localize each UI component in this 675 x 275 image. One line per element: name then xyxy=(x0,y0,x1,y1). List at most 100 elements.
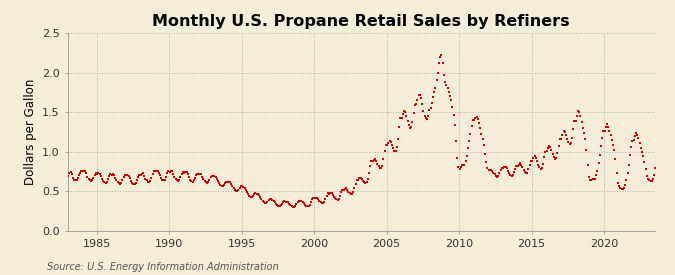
Point xyxy=(435,55,446,59)
Point xyxy=(226,182,237,186)
Point xyxy=(335,190,346,194)
Point xyxy=(135,172,146,177)
Point xyxy=(618,187,628,191)
Point xyxy=(291,202,302,207)
Point xyxy=(560,130,570,134)
Point xyxy=(290,204,300,208)
Point xyxy=(537,166,547,170)
Point xyxy=(248,194,259,198)
Point xyxy=(655,124,666,128)
Point xyxy=(419,113,430,118)
Point xyxy=(431,78,442,82)
Point xyxy=(288,205,298,209)
Point xyxy=(294,199,304,203)
Point xyxy=(649,172,659,177)
Point xyxy=(88,175,99,180)
Point xyxy=(167,169,178,174)
Point xyxy=(479,151,490,156)
Point xyxy=(213,179,223,183)
Point xyxy=(281,200,292,204)
Point xyxy=(577,125,588,130)
Point xyxy=(537,162,548,166)
Point xyxy=(93,171,104,175)
Point xyxy=(220,181,231,185)
Point xyxy=(211,176,222,181)
Point xyxy=(400,110,410,115)
Point xyxy=(234,185,245,190)
Point xyxy=(185,177,196,182)
Point xyxy=(383,141,394,145)
Point xyxy=(406,125,416,130)
Point xyxy=(615,186,626,190)
Point xyxy=(107,172,118,176)
Point xyxy=(618,186,629,190)
Point xyxy=(249,192,260,196)
Point xyxy=(398,112,408,117)
Point xyxy=(273,204,284,208)
Point xyxy=(348,190,358,194)
Point xyxy=(117,178,128,182)
Point xyxy=(446,98,456,103)
Point xyxy=(506,174,517,178)
Point xyxy=(583,163,593,167)
Point xyxy=(69,178,80,182)
Point xyxy=(576,120,587,124)
Point xyxy=(387,143,398,147)
Point xyxy=(624,153,635,157)
Point xyxy=(209,174,220,178)
Point xyxy=(428,94,439,99)
Point xyxy=(599,129,610,133)
Point xyxy=(152,169,163,173)
Point xyxy=(132,178,142,182)
Point xyxy=(210,174,221,179)
Point xyxy=(193,172,204,177)
Point xyxy=(145,178,156,183)
Point xyxy=(295,199,306,204)
Point xyxy=(511,164,522,168)
Point xyxy=(587,177,598,182)
Point xyxy=(581,147,592,152)
Point xyxy=(207,174,217,178)
Point xyxy=(87,178,98,182)
Point xyxy=(589,176,600,181)
Point xyxy=(78,169,89,173)
Point xyxy=(304,202,315,207)
Point xyxy=(465,131,476,136)
Point xyxy=(601,125,612,130)
Point xyxy=(146,175,157,180)
Point xyxy=(574,109,585,114)
Point xyxy=(526,158,537,163)
Point xyxy=(549,156,560,161)
Point xyxy=(423,113,433,118)
Point xyxy=(309,196,320,200)
Point xyxy=(425,106,436,111)
Point xyxy=(202,181,213,185)
Point xyxy=(238,185,248,189)
Point xyxy=(215,183,225,187)
Point xyxy=(221,179,232,184)
Point xyxy=(479,143,489,147)
Point xyxy=(92,172,103,176)
Point xyxy=(347,192,358,196)
Point xyxy=(408,110,419,115)
Point xyxy=(464,139,475,143)
Point xyxy=(518,168,529,172)
Point xyxy=(97,177,107,181)
Point xyxy=(414,92,425,97)
Point xyxy=(656,117,667,121)
Point xyxy=(151,169,162,173)
Point xyxy=(326,191,337,195)
Point xyxy=(109,173,119,177)
Point xyxy=(556,136,566,141)
Point xyxy=(223,179,234,184)
Point xyxy=(390,149,401,153)
Point xyxy=(233,188,244,192)
Point xyxy=(298,201,309,206)
Point xyxy=(315,200,326,204)
Point xyxy=(148,169,159,173)
Point xyxy=(633,136,644,140)
Point xyxy=(529,154,540,158)
Point xyxy=(568,127,578,131)
Point xyxy=(508,170,519,174)
Point xyxy=(531,155,541,160)
